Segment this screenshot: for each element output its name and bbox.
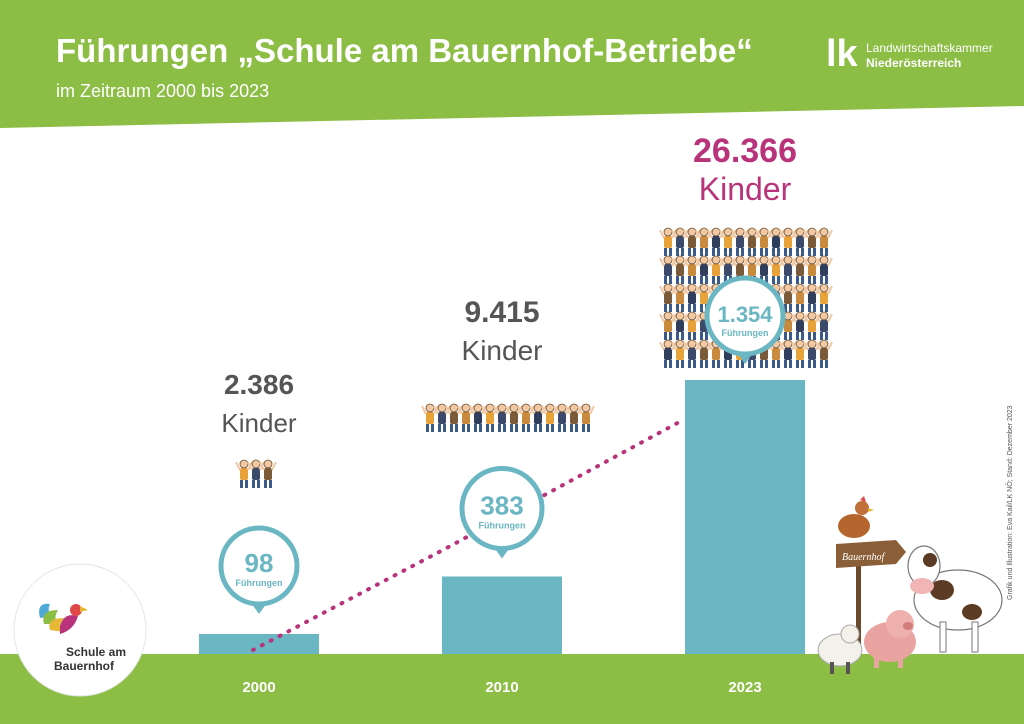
child-figure-icon xyxy=(815,255,833,284)
child-figure-icon xyxy=(767,255,785,284)
lk-logo-mark: lk xyxy=(826,33,859,75)
child-figure-icon xyxy=(815,339,833,368)
child-figure-icon xyxy=(803,227,821,256)
bar-2010 xyxy=(442,576,562,654)
child-figure-icon xyxy=(493,403,511,432)
page-subtitle: im Zeitraum 2000 bis 2023 xyxy=(56,81,269,101)
child-figure-icon xyxy=(803,311,821,340)
pin-circle xyxy=(459,465,545,551)
child-figure-icon xyxy=(683,311,701,340)
page-title: Führungen „Schule am Bauernhof-Betriebe“ xyxy=(56,32,753,69)
child-figure-icon xyxy=(247,459,265,488)
child-figure-icon xyxy=(259,459,277,488)
x-axis-labels: 2000 2010 2023 xyxy=(242,679,761,696)
signpost-board xyxy=(836,540,906,568)
kinder-value-label: 2.386 xyxy=(224,369,294,400)
child-figure-icon xyxy=(803,255,821,284)
child-figure-icon xyxy=(433,403,451,432)
kinder-unit-label: Kinder xyxy=(462,335,543,366)
child-figure-icon xyxy=(779,227,797,256)
x-tick-label: 2010 xyxy=(485,679,518,696)
child-figure-icon xyxy=(791,255,809,284)
pin-value-label: 98 xyxy=(245,548,274,578)
bar-2000 xyxy=(199,634,319,654)
child-figure-icon xyxy=(683,227,701,256)
farm-animals-illustration: Bauernhof xyxy=(817,496,1003,674)
pin-unit-label: Führungen xyxy=(722,328,769,338)
child-figure-icon xyxy=(671,311,689,340)
cow-icon xyxy=(907,545,1003,653)
x-tick-label: 2000 xyxy=(242,679,275,696)
child-figure-icon xyxy=(659,339,677,368)
child-figure-icon xyxy=(755,227,773,256)
child-figure-icon xyxy=(767,227,785,256)
pin-circle xyxy=(704,275,786,357)
logo-text-line2: Bauernhof xyxy=(54,659,115,673)
trend-line xyxy=(251,418,685,652)
pin-circle xyxy=(218,525,300,607)
bar-2023 xyxy=(685,380,805,654)
child-figure-icon xyxy=(791,227,809,256)
child-figure-icon xyxy=(469,403,487,432)
child-figure-icon xyxy=(683,255,701,284)
child-figure-icon xyxy=(671,339,689,368)
child-figure-icon xyxy=(803,339,821,368)
sheep-icon xyxy=(817,624,863,674)
child-figure-icon xyxy=(707,227,725,256)
kinder-unit-label: Kinder xyxy=(221,408,296,438)
hen-icon xyxy=(838,496,874,538)
child-figure-icon xyxy=(731,227,749,256)
signpost-label: Bauernhof xyxy=(842,552,885,563)
child-figure-icon xyxy=(577,403,595,432)
image-credit: Grafik und Illustration: Eva Kail/LK NÖ;… xyxy=(1006,405,1014,600)
child-figure-icon xyxy=(481,403,499,432)
child-figure-icon xyxy=(791,283,809,312)
child-figure-icon xyxy=(707,255,725,284)
child-figure-icon xyxy=(815,227,833,256)
lk-brand-name: Landwirtschaftskammer xyxy=(866,41,993,55)
header-band xyxy=(0,0,1024,128)
kinder-value-label: 9.415 xyxy=(464,296,539,329)
signpost-pole xyxy=(856,560,861,650)
pin-unit-label: Führungen xyxy=(479,520,526,530)
x-tick-label: 2023 xyxy=(728,679,761,696)
child-figure-icon xyxy=(779,255,797,284)
pin-unit-label: Führungen xyxy=(236,578,283,588)
lk-brand-region: Niederösterreich xyxy=(866,56,961,70)
child-figure-icon xyxy=(659,283,677,312)
pin-value-label: 383 xyxy=(480,490,523,520)
child-figure-icon xyxy=(517,403,535,432)
kinder-value-label: 26.366 xyxy=(693,132,797,170)
logo-text-line1: Schule am xyxy=(66,645,126,659)
pig-icon xyxy=(864,610,916,668)
child-figure-icon xyxy=(683,339,701,368)
bar-series xyxy=(199,380,805,654)
pin-value-label: 1.354 xyxy=(717,302,773,327)
child-figure-icon xyxy=(695,255,713,284)
rooster-icon xyxy=(39,603,88,634)
child-figure-icon xyxy=(815,311,833,340)
child-figure-icon xyxy=(457,403,475,432)
kinder-unit-label: Kinder xyxy=(699,171,792,207)
ground-band xyxy=(0,654,1024,724)
child-figure-icon xyxy=(803,283,821,312)
child-figure-icon xyxy=(421,403,439,432)
child-figure-icon xyxy=(659,227,677,256)
child-figure-icon xyxy=(695,339,713,368)
schule-am-bauernhof-logo: Schule am Bauernhof xyxy=(13,563,147,697)
child-figure-icon xyxy=(815,283,833,312)
child-figure-icon xyxy=(779,339,797,368)
child-figure-icon xyxy=(541,403,559,432)
